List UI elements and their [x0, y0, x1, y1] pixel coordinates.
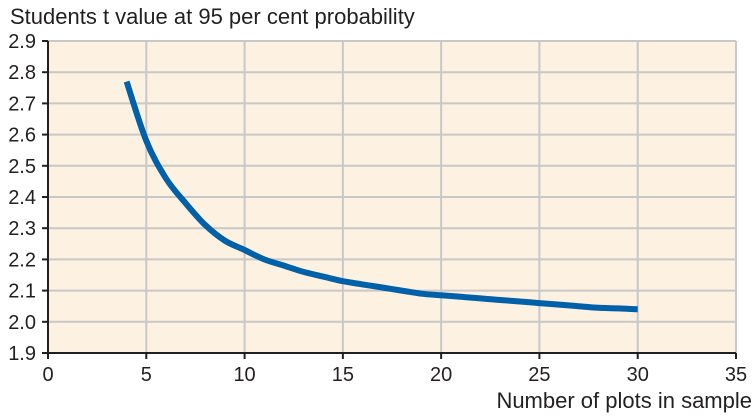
x-tick-label: 30 — [627, 364, 649, 386]
y-tick-label: 1.9 — [8, 343, 36, 365]
y-tick-label: 2.3 — [8, 218, 36, 240]
y-tick-label: 2.7 — [8, 93, 36, 115]
x-tick-label: 5 — [141, 364, 152, 386]
x-tick-label: 15 — [332, 364, 354, 386]
x-tick-label: 10 — [233, 364, 255, 386]
series-line-t-value — [123, 80, 638, 313]
y-tick-label: 2.6 — [8, 125, 36, 147]
x-axis-title: Number of plots in sample — [496, 388, 752, 413]
y-tick-label: 2.2 — [8, 249, 36, 271]
y-tick-label: 2.0 — [8, 312, 36, 334]
x-tick-label: 0 — [42, 364, 53, 386]
y-tick-label: 2.4 — [8, 187, 36, 209]
y-tick-label: 2.1 — [8, 281, 36, 303]
y-tick-label: 2.8 — [8, 62, 36, 84]
x-tick-label: 35 — [725, 364, 747, 386]
x-tick-label: 25 — [528, 364, 550, 386]
x-tick-label: 20 — [430, 364, 452, 386]
y-tick-label: 2.9 — [8, 31, 36, 53]
y-tick-label: 2.5 — [8, 156, 36, 178]
y-axis-title: Students t value at 95 per cent probabil… — [10, 4, 415, 29]
